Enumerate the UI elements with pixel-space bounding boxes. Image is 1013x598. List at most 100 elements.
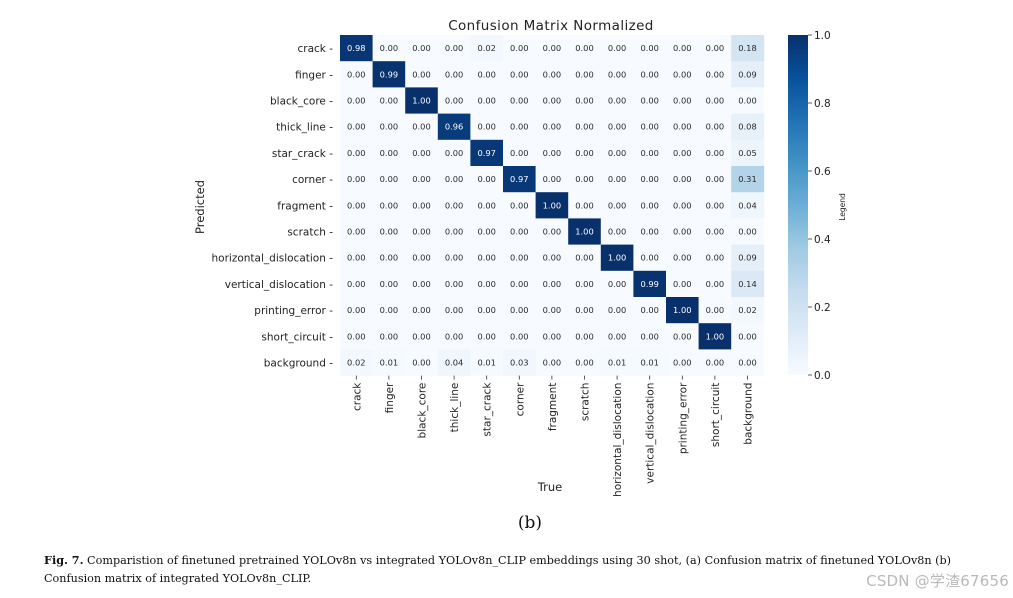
heatmap-cell <box>405 139 439 167</box>
heatmap-cell <box>698 244 732 272</box>
column-labels: crack finger black_core thick_line star_crac… <box>351 375 755 497</box>
heatmap-cell <box>340 166 373 193</box>
cell-value-label: 1.00 <box>608 253 626 263</box>
heatmap-cell <box>731 297 765 324</box>
heatmap-cell <box>731 270 765 298</box>
heatmap-cell <box>698 166 732 193</box>
cell-value-label: 0.00 <box>543 331 561 341</box>
heatmap-cell <box>666 61 699 88</box>
cell-value-label: 0.00 <box>575 69 593 79</box>
cell-value-label: 0.00 <box>608 96 626 106</box>
heatmap-cell <box>405 244 439 272</box>
cell-value-label: 0.00 <box>575 200 593 210</box>
heatmap-cell <box>666 244 699 272</box>
row-label: vertical_dislocation - <box>225 279 333 291</box>
cell-value-label: 0.00 <box>510 279 528 289</box>
heatmap-cell <box>470 61 504 88</box>
heatmap-cell <box>535 244 569 272</box>
heatmap-cell <box>600 297 634 324</box>
cell-value-label: 0.00 <box>477 227 495 237</box>
heatmap-cell <box>437 192 471 219</box>
heatmap-cell <box>698 61 732 88</box>
cell-value-label: 0.00 <box>706 305 724 315</box>
row-label: printing_error - <box>254 305 333 317</box>
row-label: horizontal_dislocation - <box>212 253 334 265</box>
heatmap-cells: 0.98 0.00 0.00 0.00 0.02 0.00 0.00 0.00 0.00 0.00… <box>340 35 765 376</box>
column-label: horizontal_dislocation <box>612 383 624 497</box>
heatmap-cell <box>600 244 634 272</box>
cell-value-label: 0.00 <box>380 96 398 106</box>
colorbar-tick-label: 0.6 <box>814 166 831 178</box>
cell-value-label: 0.00 <box>575 122 593 132</box>
cell-value-label: 0.00 <box>510 69 528 79</box>
heatmap-cell <box>437 323 471 350</box>
heatmap-cell <box>437 270 471 298</box>
cell-value-label: 0.00 <box>706 358 724 368</box>
heatmap-cell <box>666 349 699 376</box>
cell-value-label: 0.00 <box>347 96 365 106</box>
cell-value-label: 0.00 <box>477 96 495 106</box>
row-label: scratch - <box>287 227 333 239</box>
heatmap-cell <box>437 139 471 167</box>
row-label: short_circuit - <box>261 331 333 343</box>
y-axis-label: Predicted <box>193 180 207 234</box>
heatmap-cell <box>340 87 373 114</box>
cell-value-label: 0.00 <box>640 227 658 237</box>
heatmap-cell <box>568 323 602 350</box>
heatmap-cell <box>437 349 471 376</box>
cell-value-label: 0.00 <box>510 122 528 132</box>
heatmap-cell <box>633 139 667 167</box>
heatmap-cell <box>405 349 439 376</box>
heatmap-cell <box>600 113 634 141</box>
cell-value-label: 0.00 <box>347 174 365 184</box>
heatmap-cell <box>731 35 765 62</box>
chart-title: Confusion Matrix Normalized <box>448 18 654 34</box>
heatmap-cell <box>470 166 504 193</box>
heatmap-cell <box>633 35 667 62</box>
colorbar-tick-label: 0.2 <box>814 302 831 314</box>
cell-value-label: 0.00 <box>445 253 463 263</box>
column-label: scratch <box>580 383 592 422</box>
heatmap-cell <box>666 218 699 245</box>
heatmap-cell <box>731 192 765 219</box>
cell-value-label: 0.00 <box>706 96 724 106</box>
heatmap-cell <box>535 270 569 298</box>
row-label: finger - <box>295 69 333 81</box>
cell-value-label: 0.00 <box>477 279 495 289</box>
row-labels: crack - finger - black_core - thick_line - s… <box>212 43 334 369</box>
column-label: fragment <box>547 383 559 432</box>
heatmap-cell <box>698 113 732 141</box>
cell-value-label: 0.00 <box>706 200 724 210</box>
cell-value-label: 0.04 <box>738 200 756 210</box>
heatmap-cell <box>405 113 439 141</box>
cell-value-label: 0.00 <box>575 253 593 263</box>
cell-value-label: 0.00 <box>673 279 691 289</box>
cell-value-label: 0.00 <box>738 96 756 106</box>
heatmap-cell <box>503 139 536 167</box>
cell-value-label: 0.00 <box>380 227 398 237</box>
heatmap-cell <box>372 192 406 219</box>
heatmap-cell <box>633 192 667 219</box>
colorbar-tick-label: 1.0 <box>814 30 831 42</box>
cell-value-label: 0.00 <box>575 96 593 106</box>
cell-value-label: 0.00 <box>738 331 756 341</box>
heatmap-cell <box>600 270 634 298</box>
cell-value-label: 0.00 <box>412 43 430 53</box>
cell-value-label: 0.00 <box>412 148 430 158</box>
cell-value-label: 0.00 <box>380 174 398 184</box>
heatmap-cell <box>340 192 373 219</box>
cell-value-label: 0.00 <box>543 279 561 289</box>
cell-value-label: 0.00 <box>477 305 495 315</box>
heatmap-cell <box>470 297 504 324</box>
heatmap-cell <box>372 349 406 376</box>
heatmap-cell <box>340 218 373 245</box>
heatmap-cell <box>600 192 634 219</box>
heatmap-cell <box>666 192 699 219</box>
cell-value-label: 0.00 <box>608 69 626 79</box>
cell-value-label: 1.00 <box>412 96 430 106</box>
heatmap-cell <box>535 35 569 62</box>
heatmap-cell <box>503 113 536 141</box>
cell-value-label: 0.00 <box>543 69 561 79</box>
heatmap-cell <box>503 244 536 272</box>
heatmap-cell <box>340 323 373 350</box>
